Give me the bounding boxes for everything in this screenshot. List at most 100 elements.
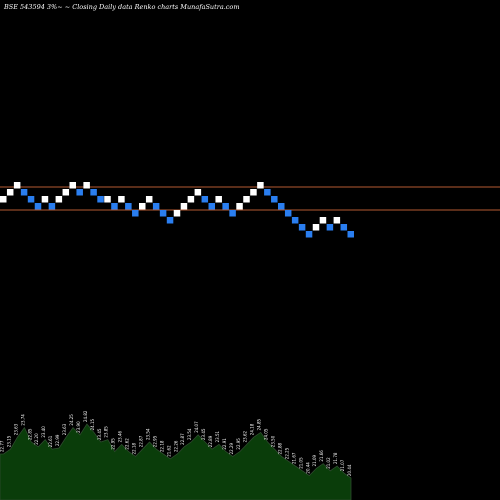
renko-brick-23 — [152, 203, 160, 210]
renko-brick-18 — [118, 196, 125, 203]
renko-brick-29 — [194, 189, 202, 196]
value-label-49: 21.78 — [333, 452, 338, 464]
chart-title: BSE 543594 3%~ ~ Closing Daily data Renk… — [3, 3, 240, 11]
value-label-40: 23.50 — [271, 435, 276, 447]
renko-brick-46 — [312, 224, 320, 231]
renko-brick-38 — [257, 182, 264, 189]
value-label-51: 20.44 — [347, 464, 352, 476]
renko-brick-19 — [125, 203, 132, 210]
renko-brick-45 — [305, 231, 313, 238]
reference-lines — [0, 186, 500, 211]
renko-brick-50 — [340, 224, 348, 231]
renko-brick-4 — [20, 189, 28, 196]
renko-brick-27 — [180, 203, 188, 210]
value-label-37: 24.18 — [250, 423, 255, 435]
renko-brick-43 — [291, 217, 299, 224]
renko-brick-14 — [90, 189, 97, 196]
renko-brick-44 — [298, 224, 306, 231]
value-label-24: 22.18 — [159, 440, 164, 452]
renko-brick-48 — [326, 224, 334, 231]
value-label-13: 24.82 — [83, 410, 88, 422]
value-label-36: 23.62 — [243, 430, 248, 442]
value-label-38: 24.85 — [257, 418, 262, 430]
renko-bricks — [0, 182, 354, 238]
value-label-18: 23.46 — [118, 430, 123, 442]
renko-brick-49 — [333, 217, 341, 224]
renko-brick-35 — [236, 203, 243, 210]
value-label-1: 22.77 — [0, 440, 5, 452]
renko-brick-47 — [319, 217, 327, 224]
renko-brick-22 — [145, 196, 153, 203]
value-label-9: 22.99 — [55, 434, 60, 446]
renko-brick-11 — [69, 182, 76, 189]
renko-brick-25 — [166, 217, 174, 224]
renko-brick-32 — [215, 196, 222, 203]
renko-brick-51 — [347, 231, 354, 238]
renko-brick-13 — [83, 182, 90, 189]
renko-brick-20 — [132, 210, 139, 217]
value-label-48: 21.02 — [326, 457, 331, 469]
value-label-6: 22.20 — [34, 433, 39, 445]
renko-brick-24 — [159, 210, 167, 217]
value-label-30: 23.45 — [201, 428, 206, 440]
renko-brick-10 — [62, 189, 70, 196]
renko-brick-5 — [27, 196, 35, 203]
renko-brick-9 — [55, 196, 63, 203]
value-label-34: 22.29 — [229, 442, 234, 454]
renko-brick-2 — [6, 189, 14, 196]
value-label-7: 23.40 — [41, 426, 46, 438]
renko-brick-33 — [222, 203, 229, 210]
value-label-23: 22.95 — [152, 435, 157, 447]
value-label-2: 23.15 — [6, 435, 11, 447]
value-label-42: 22.25 — [284, 447, 289, 459]
renko-brick-12 — [76, 189, 83, 196]
renko-brick-36 — [243, 196, 250, 203]
value-label-20: 22.18 — [132, 442, 137, 454]
renko-brick-41 — [278, 203, 285, 210]
renko-brick-42 — [284, 210, 292, 217]
value-label-39: 24.05 — [264, 428, 269, 440]
value-label-33: 22.91 — [222, 438, 227, 450]
value-label-4: 23.74 — [20, 414, 25, 426]
volume-area-path — [0, 423, 352, 500]
value-label-15: 23.45 — [97, 428, 102, 440]
renko-brick-26 — [173, 210, 181, 217]
value-label-45: 20.44 — [305, 462, 310, 474]
value-label-5: 22.85 — [27, 428, 32, 440]
value-label-25: 21.62 — [166, 445, 171, 457]
value-label-32: 23.51 — [215, 430, 220, 442]
value-label-35: 22.95 — [236, 438, 241, 450]
renko-brick-34 — [229, 210, 236, 217]
value-label-43: 21.67 — [291, 452, 296, 464]
renko-brick-7 — [41, 196, 49, 203]
value-label-50: 21.07 — [340, 459, 345, 471]
renko-brick-8 — [48, 203, 56, 210]
value-label-22: 23.54 — [145, 428, 150, 440]
renko-brick-21 — [139, 203, 146, 210]
volume-area — [0, 423, 352, 500]
renko-brick-31 — [208, 203, 215, 210]
renko-brick-3 — [13, 182, 21, 189]
value-label-3: 23.63 — [13, 423, 18, 435]
value-label-29: 24.07 — [194, 421, 199, 433]
renko-brick-15 — [97, 196, 104, 203]
value-label-28: 23.54 — [187, 428, 192, 440]
value-label-17: 22.95 — [111, 438, 116, 450]
value-label-21: 22.87 — [139, 435, 144, 447]
renko-brick-28 — [187, 196, 195, 203]
value-label-46: 21.09 — [312, 454, 317, 466]
renko-brick-39 — [264, 189, 271, 196]
value-label-8: 22.61 — [48, 435, 53, 447]
value-label-12: 23.90 — [76, 421, 81, 433]
value-label-16: 23.85 — [104, 426, 109, 438]
renko-brick-17 — [111, 203, 118, 210]
renko-brick-16 — [104, 196, 111, 203]
renko-brick-1 — [0, 196, 7, 203]
value-label-14: 24.15 — [90, 418, 95, 430]
renko-brick-40 — [271, 196, 278, 203]
value-label-44: 21.05 — [298, 457, 303, 469]
value-label-47: 21.66 — [319, 450, 324, 462]
value-label-27: 22.87 — [180, 433, 185, 445]
